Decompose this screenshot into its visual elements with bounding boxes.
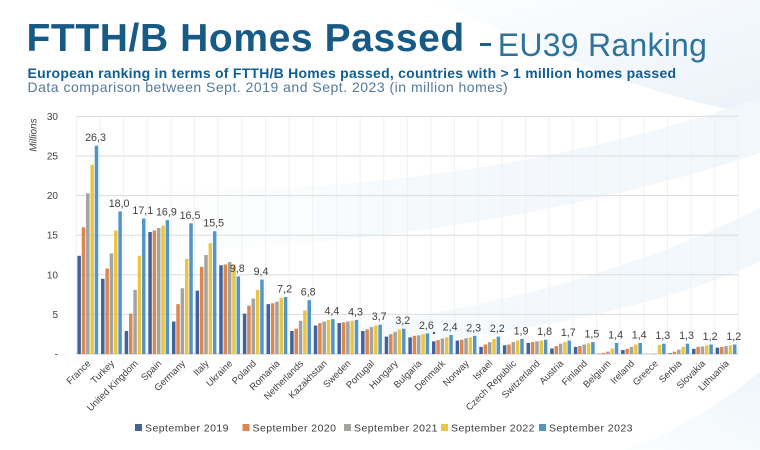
svg-text:Ukraine: Ukraine — [204, 358, 235, 389]
svg-text:September 2023: September 2023 — [549, 423, 633, 435]
svg-text:17,1: 17,1 — [132, 205, 153, 217]
svg-text:26,3: 26,3 — [85, 132, 106, 144]
svg-text:1,2: 1,2 — [703, 331, 718, 343]
svg-text:1,3: 1,3 — [655, 330, 670, 342]
svg-text:September 2022: September 2022 — [451, 423, 535, 435]
svg-text:2,2: 2,2 — [490, 323, 505, 335]
svg-text:18,0: 18,0 — [109, 198, 130, 210]
svg-text:1,7: 1,7 — [561, 327, 576, 339]
svg-text:France: France — [65, 358, 94, 387]
svg-text:1,4: 1,4 — [608, 329, 623, 341]
svg-text:2,6: 2,6 — [419, 320, 434, 332]
svg-text:September 2019: September 2019 — [145, 423, 229, 435]
svg-text:1,4: 1,4 — [632, 329, 647, 341]
svg-text:10: 10 — [47, 270, 59, 281]
svg-text:4,3: 4,3 — [348, 306, 363, 318]
svg-text:6,8: 6,8 — [301, 287, 316, 299]
svg-text:4,4: 4,4 — [324, 306, 339, 318]
svg-text:15,5: 15,5 — [203, 218, 224, 230]
svg-text:25: 25 — [47, 152, 59, 163]
svg-text:September 2021: September 2021 — [354, 423, 438, 435]
svg-text:Greece: Greece — [631, 358, 661, 388]
svg-text:9,8: 9,8 — [230, 263, 245, 275]
svg-text:15: 15 — [47, 231, 59, 242]
svg-text:7,2: 7,2 — [277, 284, 292, 296]
svg-text:30: 30 — [47, 112, 59, 123]
svg-text:1,9: 1,9 — [514, 326, 529, 338]
svg-text:9,4: 9,4 — [254, 266, 269, 278]
svg-text:Norway: Norway — [441, 358, 472, 389]
svg-text:Italy: Italy — [191, 358, 211, 378]
svg-text:1,3: 1,3 — [679, 330, 694, 342]
svg-text:1,8: 1,8 — [537, 326, 552, 338]
svg-text:1,2: 1,2 — [726, 331, 741, 343]
svg-text:-: - — [55, 350, 58, 361]
svg-text:3,2: 3,2 — [395, 315, 410, 327]
svg-text:2,3: 2,3 — [466, 322, 481, 334]
svg-text:16,9: 16,9 — [156, 207, 177, 219]
svg-text:September 2020: September 2020 — [253, 423, 337, 435]
svg-text:20: 20 — [47, 191, 59, 202]
svg-text:3,7: 3,7 — [372, 311, 387, 323]
svg-text:Millions: Millions — [28, 118, 39, 151]
svg-text:1,5: 1,5 — [584, 329, 599, 341]
svg-text:5: 5 — [52, 310, 58, 321]
svg-text:2,4: 2,4 — [443, 322, 458, 334]
svg-text:16,5: 16,5 — [180, 210, 201, 222]
